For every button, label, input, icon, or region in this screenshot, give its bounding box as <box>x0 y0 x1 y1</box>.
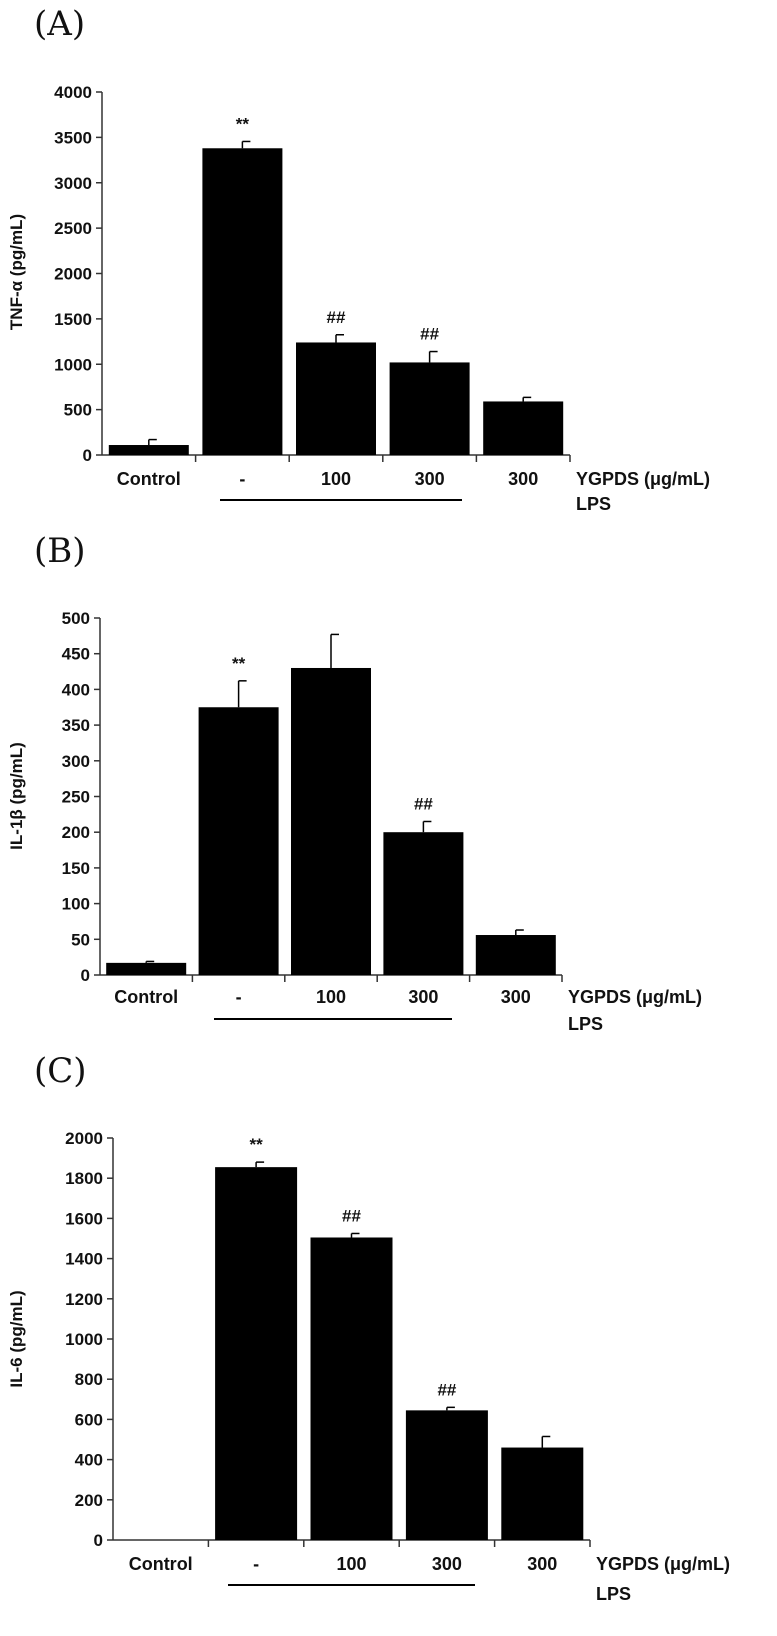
y-tick-label: 4000 <box>54 83 92 102</box>
y-tick-label: 2000 <box>65 1129 103 1148</box>
significance-label: ** <box>232 654 246 673</box>
x-category-label: 300 <box>508 469 538 489</box>
significance-label: ** <box>249 1135 263 1154</box>
y-axis-label: IL-1β (pg/mL) <box>7 742 26 850</box>
y-tick-label: 200 <box>75 1491 103 1510</box>
x-category-label: Control <box>117 469 181 489</box>
y-tick-label: 500 <box>64 401 92 420</box>
y-tick-label: 1400 <box>65 1250 103 1269</box>
bar <box>202 148 283 455</box>
bar <box>483 401 564 455</box>
y-tick-label: 3000 <box>54 174 92 193</box>
bar <box>405 1410 488 1540</box>
bar <box>198 707 279 975</box>
y-tick-label: 200 <box>62 823 90 842</box>
y-tick-label: 3500 <box>54 128 92 147</box>
x-category-label: 300 <box>432 1554 462 1574</box>
x-category-label: 300 <box>527 1554 557 1574</box>
bar <box>106 962 187 975</box>
chart-panel-2: (B) 0 50 100 150 200 250 300 350 400 450 500 IL-1β (… <box>7 531 702 1034</box>
x-category-label: Control <box>114 987 178 1007</box>
significance-label: ## <box>414 794 433 813</box>
bar <box>310 1237 393 1540</box>
bar <box>296 342 376 455</box>
significance-label: ## <box>327 308 346 327</box>
x-category-label: - <box>253 1554 259 1574</box>
bar <box>215 1167 298 1540</box>
y-tick-label: 50 <box>71 930 90 949</box>
y-tick-label: 1000 <box>54 355 92 374</box>
y-tick-label: 250 <box>62 788 90 807</box>
y-tick-label: 2000 <box>54 265 92 284</box>
bar <box>475 935 556 975</box>
y-tick-label: 350 <box>62 716 90 735</box>
y-tick-label: 400 <box>62 680 90 699</box>
lps-label: LPS <box>596 1584 631 1604</box>
panel-label: (B) <box>34 531 86 571</box>
lps-label: LPS <box>576 494 611 514</box>
bar <box>291 667 371 975</box>
significance-label: ## <box>437 1380 456 1399</box>
x-category-label: 300 <box>408 987 438 1007</box>
x-category-label: - <box>239 469 245 489</box>
y-tick-label: 1600 <box>65 1209 103 1228</box>
y-tick-label: 400 <box>75 1451 103 1470</box>
x-category-label: Control <box>129 1554 193 1574</box>
y-tick-label: 450 <box>62 645 90 664</box>
treatment-label: YGPDS (μg/mL) <box>568 987 702 1007</box>
y-tick-label: 2500 <box>54 219 92 238</box>
y-tick-label: 800 <box>75 1370 103 1389</box>
y-tick-label: 300 <box>62 752 90 771</box>
significance-label: ## <box>342 1206 361 1225</box>
panel-label: (C) <box>34 1051 87 1091</box>
chart-panel-1: (A) 0 500 1000 1500 2000 2500 3000 3500 4000 TNF-α… <box>7 4 710 514</box>
panel-label: (A) <box>34 4 85 44</box>
y-tick-label: 1200 <box>65 1290 103 1309</box>
x-category-label: 100 <box>316 987 346 1007</box>
x-category-label: 100 <box>321 469 351 489</box>
y-tick-label: 1500 <box>54 310 92 329</box>
significance-label: ** <box>236 114 250 133</box>
y-tick-label: 0 <box>94 1531 103 1550</box>
significance-label: ## <box>420 325 439 344</box>
y-axis-label: IL-6 (pg/mL) <box>7 1290 26 1387</box>
y-tick-label: 0 <box>83 446 92 465</box>
lps-label: LPS <box>568 1014 603 1034</box>
y-tick-label: 0 <box>81 966 90 985</box>
x-category-label: - <box>236 987 242 1007</box>
x-category-label: 300 <box>415 469 445 489</box>
bar <box>389 362 470 455</box>
x-category-label: 300 <box>501 987 531 1007</box>
treatment-label: YGPDS (μg/mL) <box>576 469 710 489</box>
y-tick-label: 1800 <box>65 1169 103 1188</box>
chart-panel-3: (C) 0 200 400 600 800 1000 1200 1400 1600 1800 2000… <box>7 1051 730 1604</box>
y-tick-label: 100 <box>62 895 90 914</box>
y-tick-label: 500 <box>62 609 90 628</box>
y-tick-label: 600 <box>75 1410 103 1429</box>
bar <box>108 445 189 455</box>
bar <box>501 1447 584 1540</box>
treatment-label: YGPDS (μg/mL) <box>596 1554 730 1574</box>
x-category-label: 100 <box>336 1554 366 1574</box>
y-axis-label: TNF-α (pg/mL) <box>7 214 26 330</box>
y-tick-label: 1000 <box>65 1330 103 1349</box>
y-tick-label: 150 <box>62 859 90 878</box>
bar <box>383 832 464 975</box>
